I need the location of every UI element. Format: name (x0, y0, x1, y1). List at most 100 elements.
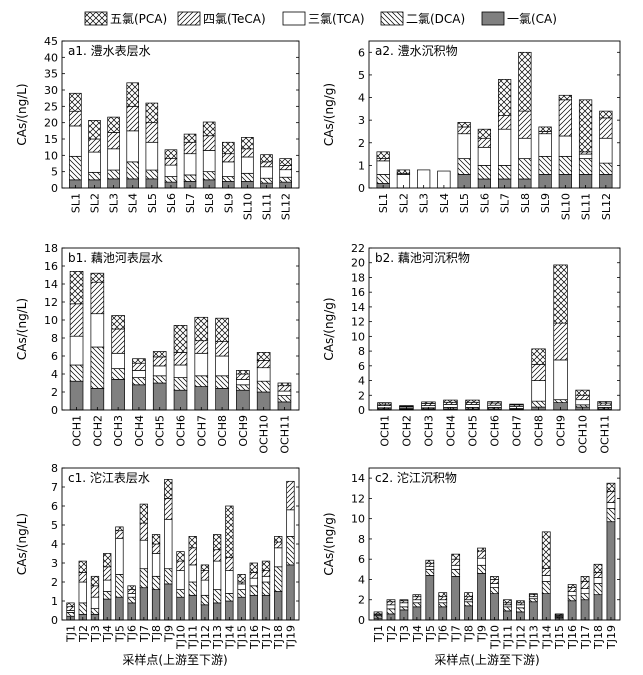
bar-b2-och7-pca (509, 403, 524, 406)
legend-label-dca: 二氯(DCA) (406, 12, 465, 26)
bar-c2-tj2-tca (386, 604, 396, 610)
bar-b1-och9-tca (236, 379, 250, 386)
bar-b1-och10-tca (256, 367, 271, 382)
x-tick-label-c2-tj5: TJ5 (424, 625, 437, 643)
y-tick-label-a1: 5 (51, 166, 58, 179)
y-tick-label-c2: 2 (358, 594, 365, 607)
bar-a1-sl4-dca (126, 161, 139, 180)
bar-b1-och8-tca (215, 355, 229, 377)
y-tick-label-c1: 8 (51, 462, 58, 475)
bar-c2-tj5-teca (425, 562, 435, 567)
bar-b1-och6-tca (173, 364, 188, 378)
bar-c2-tj3-dca (399, 606, 409, 611)
x-tick-label-c1-tj4: TJ4 (101, 625, 114, 643)
bar-c2-tj6-teca (438, 596, 448, 601)
bar-c1-tj11-pca (188, 536, 197, 549)
bar-b1-och7-dca (194, 375, 209, 387)
x-tick-label-c1-tj8: TJ8 (150, 625, 163, 643)
bar-c1-tj4-ca (103, 598, 112, 621)
bar-b1-och3-teca (111, 328, 125, 354)
x-tick-label-a2-sl3: SL3 (418, 193, 431, 213)
bar-b1-och9-dca (236, 384, 250, 391)
bar-c2-tj5-pca (425, 559, 435, 564)
x-tick-label-a2-sl6: SL6 (478, 193, 491, 213)
bar-c1-tj16-ca (249, 594, 258, 621)
bar-a1-sl3-pca (107, 116, 120, 133)
bar-c2-tj1-pca (373, 611, 383, 615)
legend-label-ca: 一氯(CA) (507, 12, 557, 26)
bar-c2-tj2-dca (386, 608, 396, 615)
y-tick-label-c1: 6 (51, 500, 58, 513)
bar-c2-tj14-pca (541, 531, 551, 569)
x-tick-label-a1-sl3: SL3 (108, 193, 121, 213)
bar-b2-och8-dca (531, 400, 546, 408)
bar-a1-sl8-tca (202, 150, 216, 173)
bar-c2-tj12-dca (516, 607, 525, 613)
bar-c1-tj14-teca (225, 556, 234, 571)
y-tick-label-c2: 14 (351, 472, 365, 485)
bar-c1-tj7-dca (139, 568, 148, 589)
panel-title-b1: b1. 藕池河表层水 (68, 251, 163, 265)
bar-a1-sl3-dca (107, 169, 120, 180)
bar-c1-tj9-teca (164, 498, 173, 520)
y-tick-label-b2: 16 (351, 286, 365, 299)
y-tick-label-a1: 20 (44, 117, 58, 130)
bar-c1-tj12-tca (200, 579, 210, 596)
bar-b2-och9-pca (553, 264, 568, 324)
bar-c1-tj15-tca (237, 583, 246, 590)
bar-c1-tj1-dca (66, 612, 75, 617)
bar-c1-tj9-tca (164, 518, 173, 570)
y-tick-label-c1: 5 (51, 519, 58, 532)
bar-c2-tj12-pca (516, 600, 525, 604)
bar-b1-och1-tca (69, 335, 84, 366)
bar-c2-tj7-tca (451, 564, 461, 570)
bar-b1-och10-dca (256, 380, 271, 393)
x-caption-left: 采样点(上游至下游) (122, 652, 227, 667)
y-tick-label-a2: 4 (358, 92, 365, 105)
bar-c1-tj10-ca (176, 596, 185, 621)
bar-c2-tj17-teca (580, 581, 590, 589)
bar-c1-tj5-teca (115, 530, 124, 539)
x-tick-label-b2-och8: OCH8 (533, 415, 546, 447)
x-tick-label-b1-och9: OCH9 (237, 415, 250, 447)
y-tick-label-c2: 4 (358, 573, 365, 586)
bar-c2-tj7-ca (451, 576, 461, 621)
bar-c1-tj15-dca (237, 589, 246, 598)
bar-b1-och3-pca (111, 315, 125, 330)
legend-swatch-dca (380, 11, 404, 26)
bar-b1-och5-dca (152, 375, 167, 384)
x-tick-label-c1-tj1: TJ1 (65, 625, 78, 643)
y-tick-label-c1: 0 (51, 614, 58, 627)
bar-c2-tj12-tca (516, 604, 525, 609)
x-tick-label-a1-sl9: SL9 (222, 193, 235, 213)
bar-c1-tj10-pca (176, 551, 185, 562)
y-tick-label-b2: 22 (351, 242, 365, 255)
bar-b2-och8-teca (531, 364, 546, 381)
bar-a2-sl11-pca (578, 99, 593, 153)
x-tick-label-b1-och2: OCH2 (91, 415, 104, 447)
bar-a1-sl7-teca (183, 141, 197, 155)
legend-swatch-ca (481, 11, 505, 26)
bar-a2-sl1-pca (376, 151, 390, 159)
x-tick-label-a2-sl11: SL11 (580, 193, 593, 220)
bar-b1-och7-teca (194, 340, 209, 354)
bar-a1-sl10-pca (241, 137, 254, 150)
bar-b1-och4-dca (132, 377, 146, 386)
bar-c1-tj10-teca (176, 560, 185, 571)
bar-a2-sl7-teca (498, 115, 512, 130)
y-tick-label-c1: 7 (51, 481, 58, 494)
x-tick-label-c1-tj2: TJ2 (77, 625, 90, 643)
y-tick-label-a1: 35 (44, 68, 58, 81)
bar-b2-och10-tca (575, 399, 590, 406)
bar-c1-tj13-tca (213, 560, 222, 590)
panel-b1: 0 2 4 6 8 10 12 14 16 18 OCH1 OCH2 OCH3 OCH4 OCH5 OCH6 O… (15, 242, 300, 454)
bar-a1-sl8-pca (202, 121, 216, 137)
y-tick-label-b1: 10 (44, 314, 58, 327)
bar-a2-sl8-teca (518, 110, 532, 139)
y-tick-label-c1: 2 (51, 576, 58, 589)
x-tick-label-c1-tj10: TJ10 (175, 625, 188, 650)
x-tick-label-b1-och3: OCH3 (112, 415, 125, 447)
bar-a1-sl1-tca (69, 125, 82, 157)
